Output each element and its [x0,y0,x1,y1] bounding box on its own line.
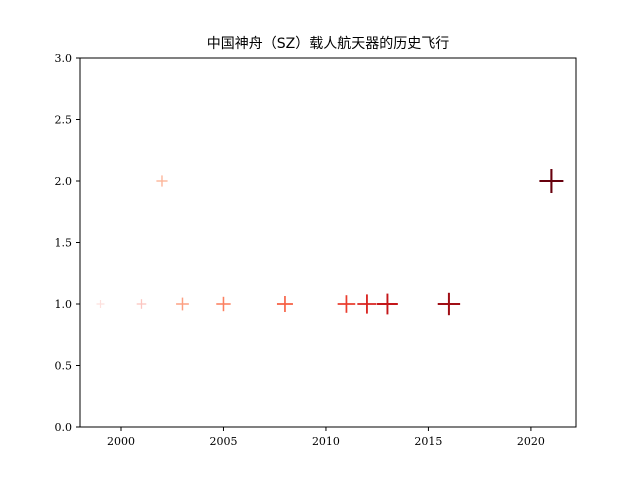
y-tick-label: 2.5 [55,114,73,127]
data-point [539,169,564,193]
data-point [216,296,231,312]
x-tick-label: 2010 [312,435,340,448]
data-point [96,300,105,308]
x-tick-label: 2000 [107,435,135,448]
x-tick-label: 2005 [209,435,237,448]
y-tick-label: 0.0 [55,421,73,434]
data-points [96,169,564,316]
y-tick-label: 3.0 [55,52,73,65]
plot-frame [79,57,577,428]
data-point [377,293,398,315]
y-tick-label: 2.0 [55,175,73,188]
data-point [437,292,461,316]
x-tick-label: 2020 [517,435,545,448]
axes: 2000 2005 2010 2015 2020 0.0 0.5 1.0 1.5 2.0 2.5 3.… [55,52,577,448]
data-point [136,299,147,309]
data-point [176,297,189,311]
data-point [337,295,356,313]
chart-title: 中国神舟（SZ）载人航天器的历史飞行 [207,36,449,52]
y-tick-label: 0.5 [55,360,73,373]
x-tick-label: 2015 [414,435,442,448]
data-point [357,294,377,314]
y-tick-label: 1.0 [55,298,73,311]
data-point [156,175,168,187]
data-point [276,296,293,312]
y-tick-label: 1.5 [55,237,73,250]
